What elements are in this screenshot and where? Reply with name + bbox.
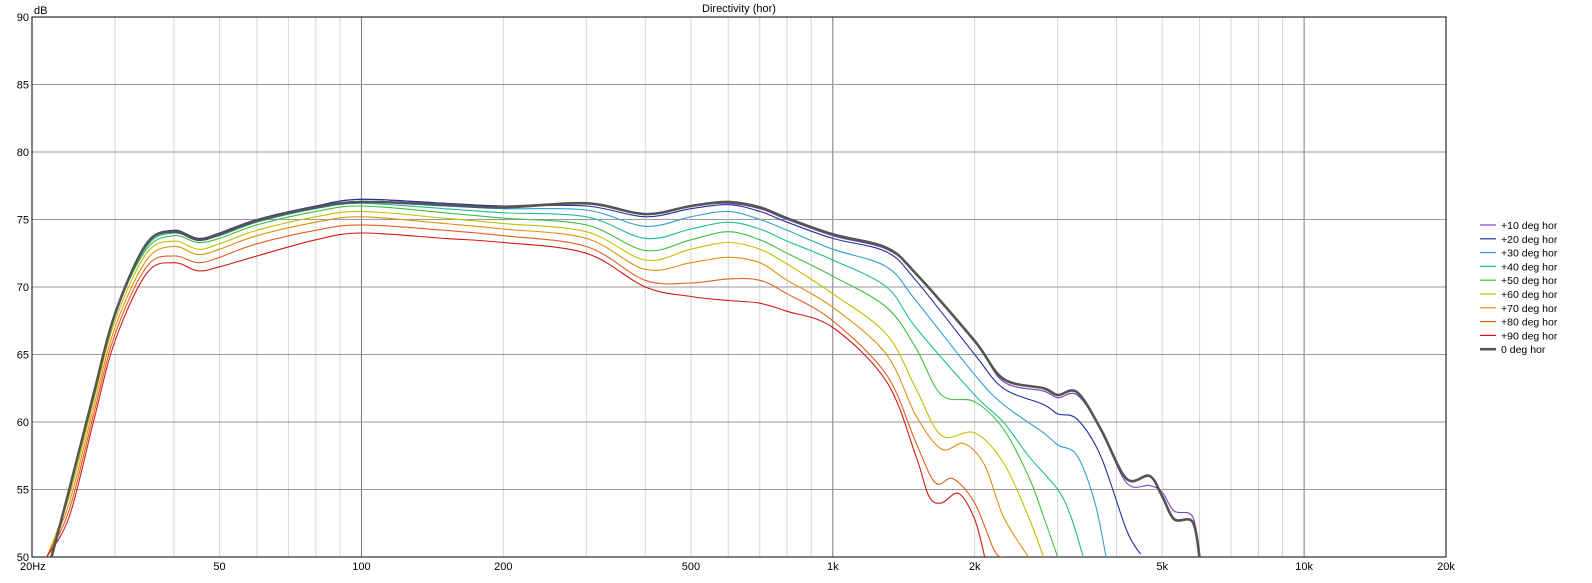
series-line-50-deg-hor [50,205,1059,557]
x-tick-label: 20Hz [20,561,46,573]
y-tick-label: 90 [17,12,29,24]
y-tick-label: 50 [17,552,29,564]
legend-label: 0 deg hor [1501,344,1546,356]
y-tick-label: 65 [17,350,29,362]
legend: +10 deg hor +20 deg hor +30 deg hor+40 deg… [1480,220,1558,356]
y-tick-label: 70 [17,282,29,294]
legend-label: +90 deg hor [1501,330,1558,342]
y-tick-label: 60 [17,417,29,429]
series-line-90-deg-hor [46,232,986,557]
y-axis-label: dB [34,5,47,17]
x-tick-label: 10k [1295,561,1313,573]
series-line-80-deg-hor [46,224,1004,557]
series-line-30-deg-hor [50,201,1107,557]
x-tick-label: 5k [1156,561,1168,573]
legend-label: +10 deg hor [1501,220,1558,232]
y-tick-label: 55 [17,485,29,497]
x-tick-label: 20k [1437,561,1455,573]
x-tick-label: 50 [213,561,225,573]
plot-area-frame [31,16,1447,558]
legend-label: +40 deg hor [1501,261,1558,273]
series-lines [46,198,1201,557]
y-tick-label: 85 [17,80,29,92]
series-line-0-deg-hor [50,200,1201,557]
x-tick-label: 2k [969,561,981,573]
series-line-40-deg-hor [50,202,1084,557]
x-tick-label: 100 [352,561,370,573]
chart-title: Directivity (hor) [702,3,776,15]
legend-label: +80 deg hor [1501,317,1558,329]
legend-label: +50 deg hor [1501,275,1558,287]
legend-label: +70 deg hor [1501,303,1558,315]
legend-label: +30 deg hor [1501,248,1558,260]
x-tick-label: 500 [682,561,700,573]
x-tick-label: 200 [494,561,512,573]
legend-label: +20 deg hor [1501,234,1558,246]
series-line-60-deg-hor [46,210,1045,557]
y-tick-label: 75 [17,215,29,227]
x-tick-label: 1k [827,561,839,573]
series-line-10-deg-hor [50,198,1201,557]
series-line-70-deg-hor [46,216,1029,557]
legend-label: +60 deg hor [1501,289,1558,301]
grid [31,16,1447,558]
y-tick-label: 80 [17,147,29,159]
tick-labels: 20Hz 50 100 200 500 1k 2k 5k 10k 20k9085807570656… [17,12,1456,573]
